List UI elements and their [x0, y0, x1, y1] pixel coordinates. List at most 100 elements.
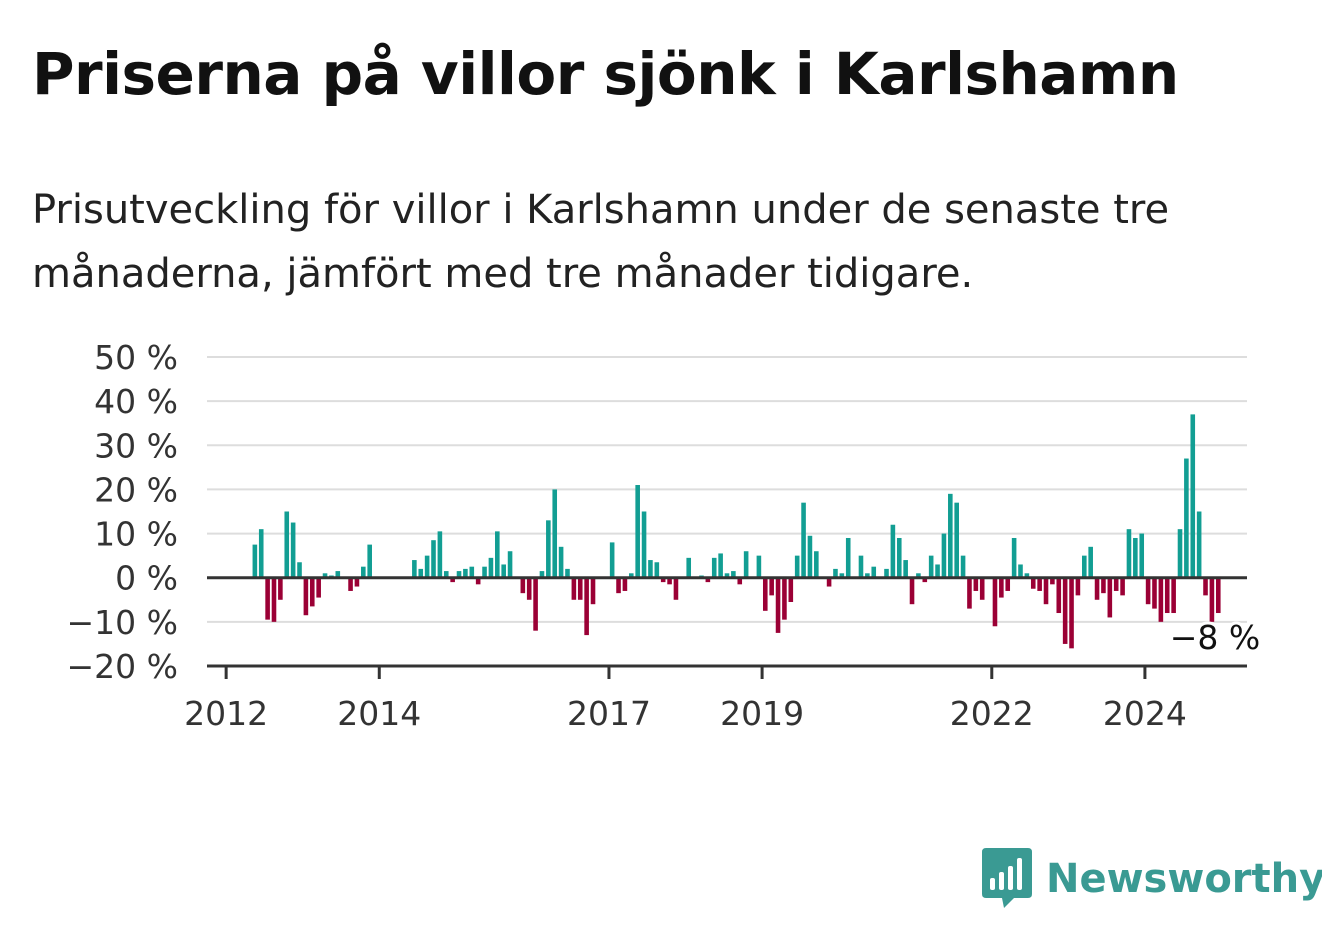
bar	[1177, 529, 1183, 578]
bar	[297, 562, 302, 578]
bar	[948, 493, 953, 578]
bar	[1024, 573, 1030, 578]
bar	[367, 544, 372, 578]
bar	[826, 577, 832, 587]
bar	[629, 573, 634, 578]
bar	[992, 577, 998, 627]
bar	[1203, 577, 1208, 596]
bar	[1088, 546, 1093, 578]
bar	[903, 560, 908, 578]
bar	[979, 577, 985, 600]
bar	[743, 551, 749, 578]
bar	[1056, 577, 1062, 614]
y-tick-label: 40 %	[94, 382, 178, 421]
bar	[1133, 537, 1138, 578]
bar	[807, 535, 813, 578]
bar	[539, 571, 545, 578]
chart-title: Priserna på villor sjönk i Karlshamn	[32, 40, 1179, 108]
bar	[660, 577, 666, 583]
bar	[354, 577, 360, 587]
bar	[456, 571, 462, 578]
bar	[1190, 414, 1196, 578]
newsworthy-logo: Newsworthy	[982, 848, 1322, 910]
bar	[565, 568, 570, 578]
bar	[443, 571, 449, 578]
bar-chart-speech-bubble-icon	[982, 848, 1032, 908]
bar	[935, 564, 940, 578]
bar	[290, 522, 296, 578]
bar-chart: 50 %40 %30 %20 %10 %0 %−10 %−20 % 2012 20…	[67, 338, 1264, 733]
bar	[361, 566, 366, 578]
bar	[1037, 577, 1042, 591]
bar	[1126, 529, 1132, 578]
bar	[814, 551, 819, 578]
bar	[520, 577, 526, 594]
y-tick-label: −10 %	[67, 603, 179, 642]
bar	[724, 573, 730, 578]
bar	[584, 577, 589, 636]
bar	[546, 520, 551, 578]
bar	[1152, 577, 1157, 609]
bar	[928, 555, 934, 578]
bar	[711, 557, 717, 578]
bar	[890, 524, 896, 578]
bar	[686, 557, 692, 578]
x-tick-label: 2019	[720, 694, 804, 733]
bar	[756, 555, 762, 578]
bar	[348, 577, 353, 591]
y-tick-label: 50 %	[94, 338, 178, 377]
bar	[463, 568, 468, 578]
bar	[418, 568, 424, 578]
bar	[475, 577, 481, 585]
bar	[635, 485, 640, 578]
bar	[801, 502, 806, 578]
bar	[571, 577, 577, 600]
bar	[271, 577, 277, 622]
bar	[871, 566, 877, 578]
bar	[424, 555, 430, 578]
grid-lines	[207, 356, 1247, 623]
bar	[284, 511, 290, 578]
bar	[762, 577, 768, 611]
y-tick-label: −20 %	[67, 647, 179, 686]
bar	[1075, 577, 1081, 596]
bar	[1069, 577, 1074, 649]
bar	[1209, 577, 1215, 622]
bars	[252, 414, 1221, 649]
chart-subtitle: Prisutveckling för villor i Karlshamn un…	[32, 187, 1170, 297]
bar	[922, 577, 928, 583]
bar	[667, 577, 672, 585]
bar	[507, 551, 513, 578]
bar	[533, 577, 538, 631]
y-tick-label: 30 %	[94, 426, 178, 465]
y-axis-tick-labels: 50 % 40 % 30 % 20 % 10 % 0 % −10 % −20 %	[67, 338, 179, 686]
bar	[1196, 511, 1202, 578]
bar	[1062, 577, 1068, 644]
x-tick-label: 2014	[337, 694, 421, 733]
bar	[737, 577, 743, 585]
bar	[1139, 533, 1145, 578]
bar	[648, 560, 653, 578]
bar	[412, 560, 417, 578]
y-tick-label: 10 %	[94, 515, 178, 554]
bar	[865, 573, 870, 578]
annotation: −8 %	[1167, 615, 1264, 660]
bar	[967, 577, 972, 609]
bar	[552, 489, 558, 578]
bar	[303, 577, 309, 616]
bar	[1082, 555, 1087, 578]
bar	[590, 577, 596, 605]
bar	[431, 540, 436, 578]
bar	[501, 564, 506, 578]
annotation-label: −8 %	[1170, 618, 1261, 657]
bar	[769, 577, 774, 596]
bar	[788, 577, 794, 602]
bar	[1030, 577, 1036, 589]
bar	[1215, 577, 1221, 614]
bar	[265, 577, 270, 620]
bar	[1005, 577, 1011, 591]
bar	[1171, 577, 1176, 614]
bar	[845, 537, 851, 578]
bar	[1120, 577, 1125, 596]
x-tick-label: 2012	[184, 694, 268, 733]
